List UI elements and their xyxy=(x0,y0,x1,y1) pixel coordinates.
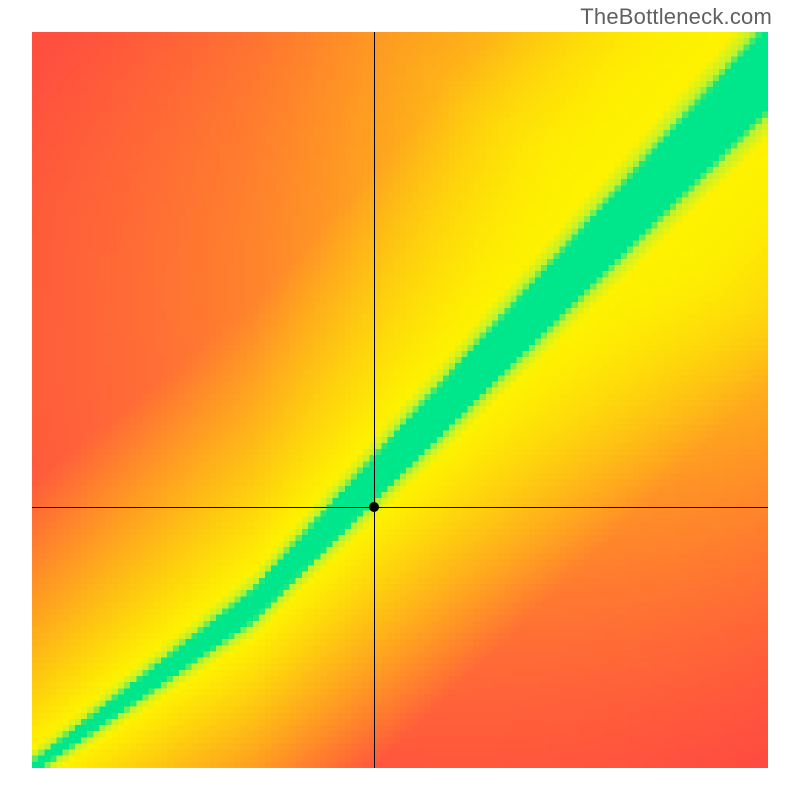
plot-area xyxy=(32,32,768,768)
chart-container: TheBottleneck.com xyxy=(0,0,800,800)
watermark-text: TheBottleneck.com xyxy=(580,4,772,30)
selection-marker[interactable] xyxy=(369,502,379,512)
crosshair-horizontal xyxy=(32,507,768,508)
bottleneck-heatmap xyxy=(32,32,768,768)
crosshair-vertical xyxy=(374,32,375,768)
